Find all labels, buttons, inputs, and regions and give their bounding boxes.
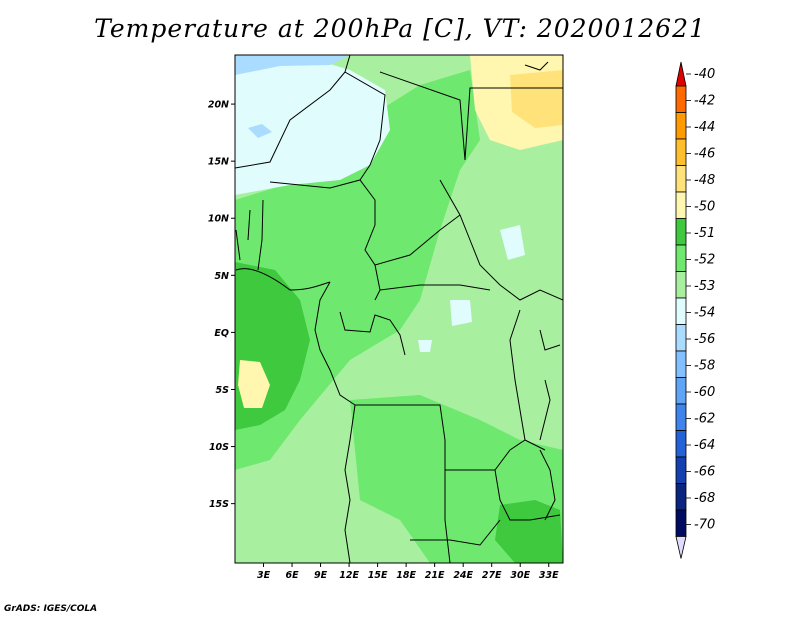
- colorbar-label: -62: [694, 412, 715, 427]
- colorbar-swatch: [675, 138, 687, 166]
- lon-tick-label: 15E: [368, 570, 388, 581]
- lon-tick-label: 27E: [482, 570, 502, 581]
- colorbar-label: -58: [694, 359, 715, 374]
- colorbar-swatch: [675, 324, 687, 352]
- colorbar-swatch: [675, 377, 687, 405]
- colorbar-label: -48: [694, 173, 715, 188]
- colorbar-swatch: [675, 165, 687, 193]
- lon-tick-label: 30E: [510, 570, 530, 581]
- latitude-axis: 20N 15N 10N 5N EQ 5S 10S 15S: [208, 100, 235, 510]
- field-minus56-top: [235, 55, 350, 75]
- colorbar-label: -68: [694, 491, 715, 506]
- colorbar-top-arrow: [675, 61, 687, 87]
- lon-tick-label: 12E: [339, 570, 359, 581]
- lon-tick-label: 6E: [285, 570, 299, 581]
- colorbar-swatch: [675, 271, 687, 299]
- colorbar-swatch: [675, 350, 687, 378]
- lat-tick-label: 10S: [209, 442, 229, 453]
- field-minus54-spot-b: [450, 300, 472, 326]
- field-minus54-spot-c: [418, 340, 432, 352]
- lat-tick-label: 15N: [208, 157, 229, 168]
- colorbar-label: -50: [694, 200, 715, 215]
- lon-tick-label: 9E: [314, 570, 328, 581]
- lon-tick-label: 3E: [257, 570, 271, 581]
- lon-tick-label: 24E: [453, 570, 473, 581]
- field-minus56-spot: [248, 124, 272, 138]
- colorbar-swatch: [675, 430, 687, 458]
- colorbar-swatch: [675, 297, 687, 325]
- grads-credit: GrADS: IGES/COLA: [4, 604, 98, 614]
- colorbar-bottom-arrow: [675, 536, 687, 559]
- country-borders: [235, 55, 563, 563]
- map-frame: [234, 54, 564, 564]
- colorbar-label: -44: [694, 120, 715, 135]
- colorbar-swatch: [675, 456, 687, 484]
- colorbar-label: -40: [694, 67, 715, 82]
- lon-tick-label: 33E: [539, 570, 559, 581]
- colorbar-swatch: [675, 85, 687, 113]
- longitude-axis: 3E 6E 9E 12E 15E 18E 21E 24E 27E 30E 33E: [257, 563, 559, 581]
- lon-tick-label: 18E: [396, 570, 416, 581]
- colorbar-swatch: [675, 112, 687, 140]
- colorbar-swatch: [675, 509, 687, 537]
- colorbar-swatch: [675, 483, 687, 511]
- colorbar-swatch: [675, 218, 687, 246]
- colorbar-label: -56: [694, 332, 715, 347]
- lat-tick-label: 10N: [208, 214, 229, 225]
- colorbar-label: -70: [694, 518, 715, 533]
- field-minus48-northeast: [510, 70, 563, 128]
- field-minus50-southwest: [238, 360, 270, 408]
- colorbar-swatch: [675, 191, 687, 219]
- field-minus51-east: [495, 500, 563, 563]
- colorbar-label: -64: [694, 438, 715, 453]
- colorbar-swatch: [675, 403, 687, 431]
- lat-tick-label: 20N: [208, 100, 229, 111]
- colorbar-label: -53: [694, 279, 715, 294]
- colorbar-label: -42: [694, 94, 715, 109]
- lat-tick-label: 5S: [216, 385, 230, 396]
- colorbar-label: -46: [694, 147, 715, 162]
- colorbar-label: -66: [694, 465, 715, 480]
- colorbar-label: -60: [694, 385, 715, 400]
- field-minus54-spot-a: [500, 225, 525, 260]
- colorbar-swatch: [675, 244, 687, 272]
- lat-tick-label: 5N: [214, 271, 229, 282]
- lon-tick-label: 21E: [425, 570, 445, 581]
- lat-tick-label: EQ: [214, 328, 229, 339]
- field-minus54-sahara: [235, 55, 390, 195]
- chart-title: Temperature at 200hPa [C], VT: 202001262…: [94, 14, 706, 43]
- colorbar-label: -52: [694, 253, 715, 268]
- colorbar-label: -51: [694, 226, 715, 241]
- lat-tick-label: 15S: [209, 499, 229, 510]
- colorbar-legend: -40 -42 -44 -46 -48 -50 -51 -52 -53 -54 -56 -58 -60 -…: [675, 61, 715, 559]
- temperature-field: [235, 55, 563, 563]
- colorbar-label: -54: [694, 306, 715, 321]
